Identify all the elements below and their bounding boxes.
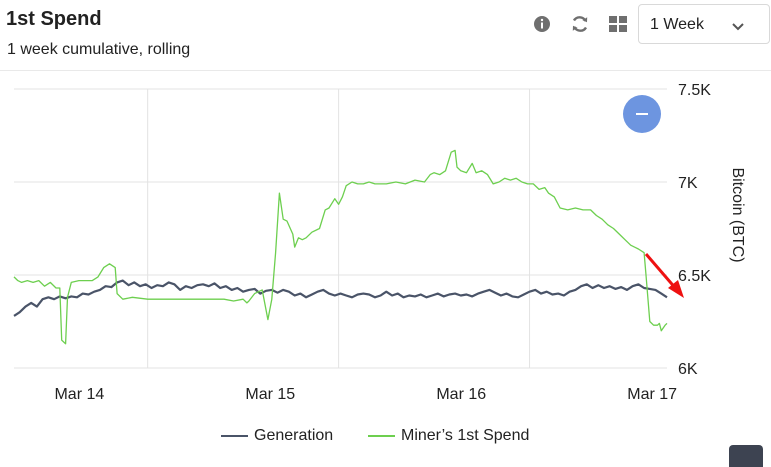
x-tick-label: Mar 15 (245, 386, 295, 403)
feedback-tab[interactable] (729, 445, 763, 467)
refresh-icon[interactable] (569, 13, 591, 35)
x-tick-label: Mar 14 (54, 386, 104, 403)
zoom-out-button[interactable] (623, 95, 661, 133)
chart: 6K 6.5K 7K 7.5K Mar 14 Mar 15 Mar 16 Mar 17 Bi… (13, 82, 746, 403)
y-tick-label: 7K (678, 175, 698, 192)
range-select[interactable]: 1 Week (638, 4, 770, 44)
chevron-down-icon (731, 19, 745, 37)
legend-swatch-generation (221, 434, 248, 438)
grid-icon[interactable] (607, 13, 629, 35)
legend-item-generation[interactable]: Generation (221, 427, 333, 445)
annotation-arrow (644, 253, 684, 298)
chart-series (13, 149, 668, 345)
y-tick-label: 6.5K (678, 268, 711, 285)
y-axis-label: Bitcoin (BTC) (729, 167, 746, 262)
x-tick-label: Mar 16 (436, 386, 486, 403)
chart-grid (14, 88, 667, 369)
x-tick-label: Mar 17 (627, 386, 677, 403)
legend-label-miner-first-spend: Miner’s 1st Spend (401, 427, 530, 444)
legend-item-miner-first-spend[interactable]: Miner’s 1st Spend (368, 427, 529, 445)
range-select-value: 1 Week (650, 16, 704, 33)
page-subtitle: 1 week cumulative, rolling (7, 41, 191, 58)
x-axis-ticks: Mar 14 Mar 15 Mar 16 Mar 17 (54, 386, 677, 403)
legend-label-generation: Generation (254, 427, 334, 444)
minus-icon (636, 113, 648, 115)
y-tick-label: 6K (678, 361, 698, 378)
y-tick-label: 7.5K (678, 82, 711, 99)
header-divider (0, 70, 771, 71)
series-line-miner-first-spend[interactable] (13, 149, 668, 345)
y-axis-ticks: 6K 6.5K 7K 7.5K (678, 82, 711, 378)
legend-swatch-miner-first-spend (368, 434, 395, 438)
info-icon[interactable] (531, 13, 553, 35)
page-title: 1st Spend (6, 8, 102, 30)
series-line-generation[interactable] (13, 279, 668, 317)
